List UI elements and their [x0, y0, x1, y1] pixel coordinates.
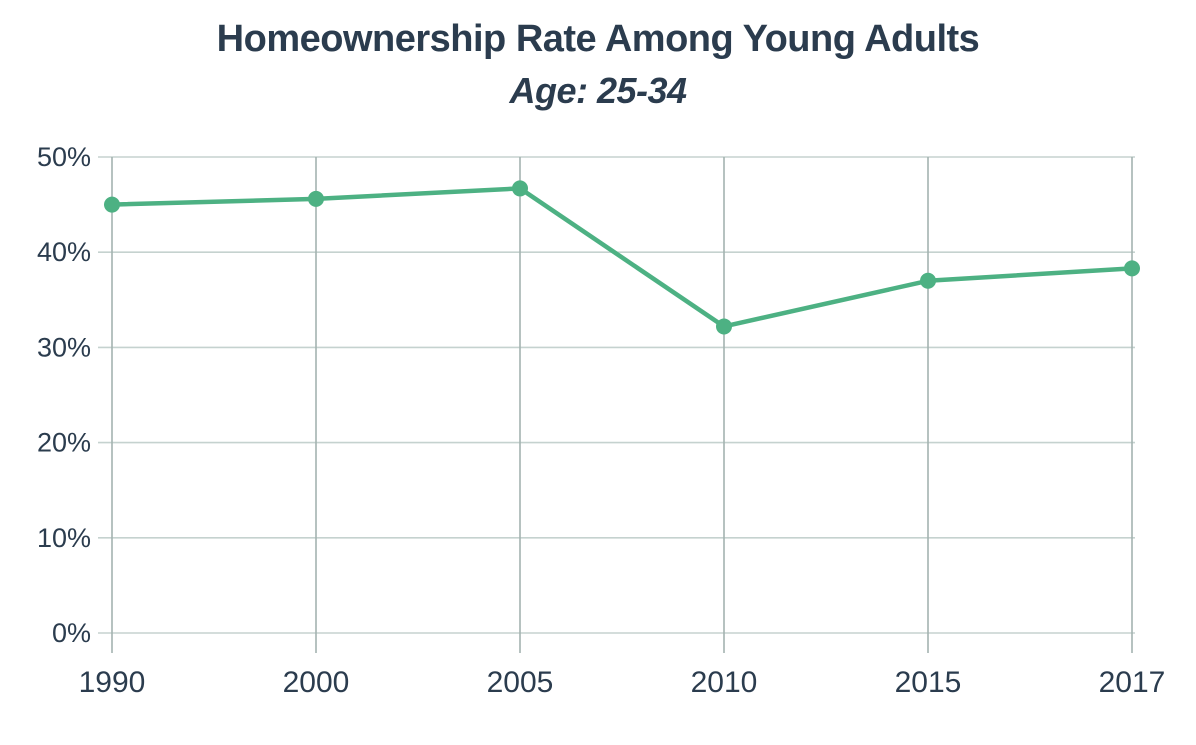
x-axis-label-2005: 2005 — [487, 666, 554, 699]
data-point-1990 — [104, 196, 120, 213]
x-axis-label-2000: 2000 — [283, 666, 350, 699]
x-axis-label-1990: 1990 — [79, 666, 146, 699]
chart-title: Homeownership Rate Among Young Adults — [216, 18, 980, 60]
data-point-2015 — [920, 272, 936, 289]
y-axis-label-40%: 40% — [37, 237, 91, 267]
x-axis-label-2017: 2017 — [1099, 666, 1166, 699]
y-axis-label-10%: 10% — [37, 523, 91, 553]
x-axis-label-2015: 2015 — [895, 666, 962, 699]
data-point-2017 — [1124, 260, 1140, 277]
y-axis-label-20%: 20% — [37, 428, 91, 458]
data-line-homeownership-rate-age-25-34 — [109, 186, 1135, 329]
data-point-2010 — [716, 318, 732, 335]
chart-header: Homeownership Rate Among Young Adults Ag… — [0, 0, 1196, 112]
y-axis-label-0%: 0% — [52, 618, 91, 648]
y-axis-label-30%: 30% — [37, 332, 91, 362]
data-point-2005 — [512, 180, 528, 197]
x-axis-label-2010: 2010 — [691, 666, 758, 699]
y-axis-label-50%: 50% — [37, 142, 91, 172]
data-point-2000 — [308, 190, 324, 207]
chart-subtitle: Age: 25-34 — [509, 70, 687, 111]
